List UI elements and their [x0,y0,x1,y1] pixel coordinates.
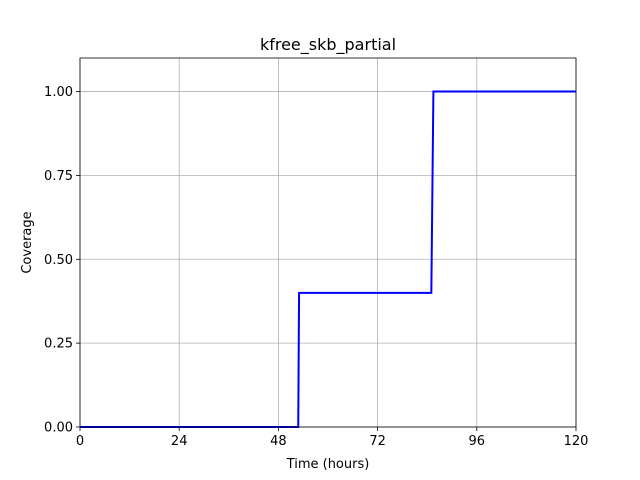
x-tick-label: 24 [171,434,188,449]
x-tick-label: 72 [369,434,386,449]
y-tick-label: 0.25 [44,337,73,352]
x-axis-label: Time (hours) [286,457,370,472]
y-tick-label: 0.50 [44,253,73,268]
ticks-layer: 0 24 48 72 96 120 0.00 0.25 0.50 0.75 1.00 [44,85,588,449]
y-tick-label: 0.00 [44,421,73,436]
y-tick-label: 0.75 [44,169,73,184]
x-tick-label: 0 [76,434,84,449]
x-tick-label: 96 [469,434,486,449]
y-tick-label: 1.00 [44,85,73,100]
chart-title: kfree_skb_partial [260,35,396,55]
y-axis-label: Coverage [20,211,35,273]
plot-frame [79,57,577,428]
x-tick-label: 120 [564,434,589,449]
x-tick-label: 48 [270,434,287,449]
